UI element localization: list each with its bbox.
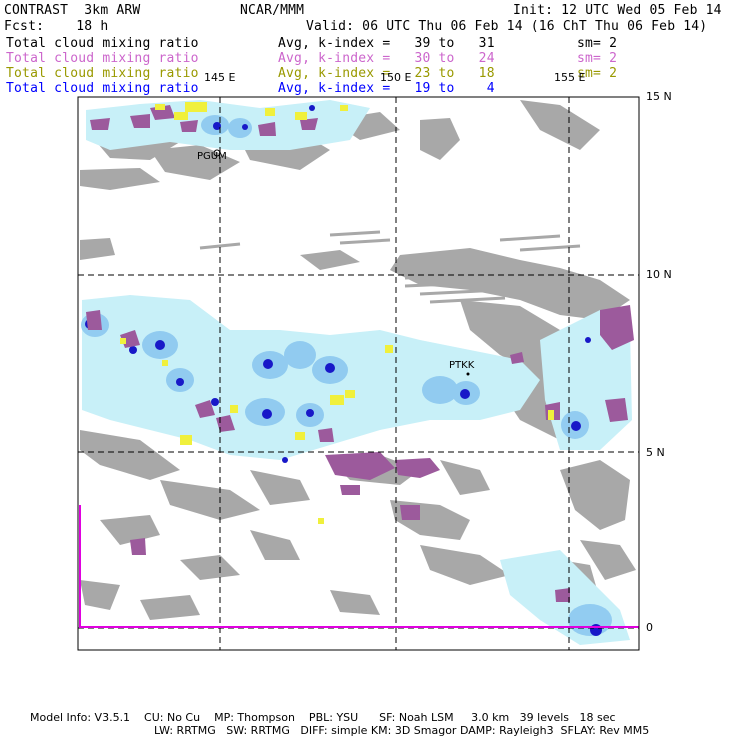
station-marker-ptkk (466, 372, 470, 376)
lon-label-155: 155 E (554, 71, 586, 84)
lat-label-0: 0 (646, 621, 653, 634)
model-info-line-1: Model Info: V3.5.1 CU: No Cu MP: Thompso… (30, 711, 616, 724)
gray-streaks (199, 230, 581, 304)
field-0-smooth: sm= 2 (577, 36, 618, 51)
center-name: NCAR/MMM (240, 3, 305, 18)
field-3-stat: Avg, k-index = 19 to 4 (278, 81, 495, 96)
deep-blue-cores (85, 105, 602, 636)
field-0-stat: Avg, k-index = 39 to 31 (278, 36, 495, 51)
lon-label-150: 150 E (380, 71, 412, 84)
station-label-pgum: PGUM (197, 151, 227, 162)
init-time: Init: 12 UTC Wed 05 Feb 14 (513, 3, 722, 18)
map-frame (77, 96, 640, 651)
forecast-hour: Fcst: 18 h (4, 19, 109, 34)
light-blue-layer (82, 100, 632, 645)
lat-label-10n: 10 N (646, 268, 672, 281)
station-marker-pgum (213, 149, 221, 157)
model-info-line-2: LW: RRTMG SW: RRTMG DIFF: simple KM: 3D … (154, 724, 650, 737)
valid-time: Valid: 06 UTC Thu 06 Feb 14 (16 ChT Thu … (306, 19, 708, 34)
field-2-stat: Avg, k-index = 23 to 18 (278, 66, 495, 81)
field-0-name: Total cloud mixing ratio (6, 36, 199, 51)
field-1-smooth: sm= 2 (577, 51, 618, 66)
field-1-name: Total cloud mixing ratio (6, 51, 199, 66)
lat-label-5n: 5 N (646, 446, 665, 459)
station-label-ptkk: PTKK (449, 360, 475, 371)
model-name: CONTRAST 3km ARW (4, 3, 141, 18)
field-1-stat: Avg, k-index = 30 to 24 (278, 51, 495, 66)
lat-label-15n: 15 N (646, 90, 672, 103)
field-3-name: Total cloud mixing ratio (6, 81, 199, 96)
yellow-cloud-layer (120, 102, 554, 524)
lon-label-145: 145 E (204, 71, 236, 84)
field-2-name: Total cloud mixing ratio (6, 66, 199, 81)
field-2-smooth: sm= 2 (577, 66, 618, 81)
domain-boundary (79, 505, 639, 628)
